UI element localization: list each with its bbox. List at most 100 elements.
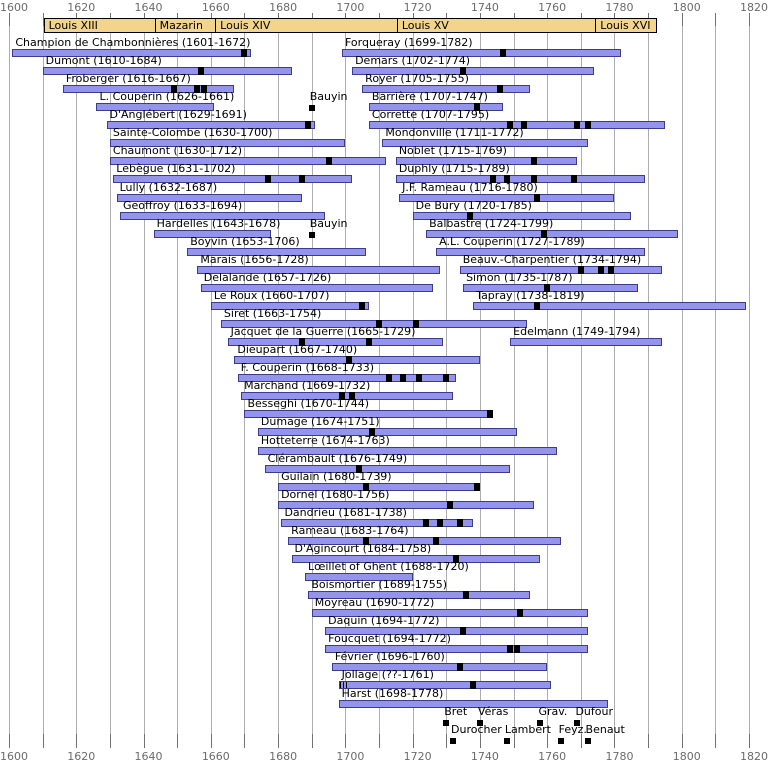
lifespan-bar bbox=[368, 121, 665, 130]
composer-label: Marchand (1669-1732) bbox=[244, 379, 371, 393]
annotation-label: Véras bbox=[477, 704, 509, 718]
publication-marker bbox=[513, 645, 520, 654]
composer-label: Lœillet of Ghent (1688-1720) bbox=[308, 560, 469, 574]
year-gridline bbox=[9, 14, 10, 748]
publication-marker bbox=[413, 320, 419, 329]
publication-marker bbox=[345, 356, 352, 365]
publication-marker bbox=[241, 49, 248, 57]
composer-label: Geoffroy (1633-1694) bbox=[123, 198, 243, 212]
publication-marker bbox=[507, 121, 514, 130]
lifespan-bar bbox=[153, 229, 272, 238]
composer-label: Dumage (1674-1751) bbox=[260, 415, 380, 429]
reign-label: Louis XIII bbox=[48, 19, 98, 32]
axis-tick-bottom bbox=[109, 734, 111, 748]
axis-year-label-top: 1800 bbox=[672, 1, 701, 14]
lifespan-bar bbox=[62, 85, 235, 94]
lifespan-bar bbox=[197, 265, 440, 274]
lifespan-bar bbox=[257, 428, 517, 437]
year-gridline bbox=[749, 14, 750, 748]
composer-label: D'Anglébert (1629-1691) bbox=[109, 108, 247, 122]
axis-year-label-top: 1820 bbox=[740, 1, 768, 14]
lifespan-bar bbox=[510, 338, 662, 347]
uncertain-start-hatch bbox=[339, 682, 347, 689]
publication-marker bbox=[571, 175, 578, 184]
lifespan-bar bbox=[109, 157, 386, 166]
annotation-marker bbox=[443, 719, 450, 726]
lifespan-bar bbox=[426, 229, 679, 238]
lifespan-bar bbox=[278, 500, 534, 509]
annotation-marker bbox=[503, 737, 510, 744]
composer-label: A.L. Couperin (1727-1789) bbox=[439, 234, 585, 248]
publication-marker bbox=[530, 175, 537, 184]
axis-tick-bottom bbox=[345, 734, 347, 748]
publication-marker bbox=[359, 301, 366, 310]
publication-marker bbox=[534, 193, 541, 202]
publication-marker bbox=[443, 374, 450, 383]
composer-label: L. Couperin (1626-1661) bbox=[99, 90, 235, 104]
axis-year-label-bottom: 1600 bbox=[0, 750, 28, 763]
axis-year-label-bottom: 1780 bbox=[605, 750, 634, 763]
composer-label: Forqueray (1699-1782) bbox=[345, 36, 473, 49]
axis-tick-top bbox=[681, 13, 683, 26]
year-gridline bbox=[547, 14, 549, 748]
lifespan-bar bbox=[395, 175, 645, 184]
publication-marker bbox=[487, 410, 493, 419]
publication-marker bbox=[520, 121, 527, 130]
annotation-label: Bauyin bbox=[309, 216, 348, 230]
composer-label: Jollage (??-1761) bbox=[341, 668, 434, 682]
lifespan-bar bbox=[210, 301, 369, 310]
axis-year-label-bottom: 1660 bbox=[201, 750, 230, 763]
composer-label: Dornel (1680-1756) bbox=[281, 487, 390, 501]
publication-marker bbox=[423, 518, 430, 527]
composer-label: Harst (1698-1778) bbox=[341, 686, 444, 700]
publication-marker bbox=[298, 175, 305, 184]
publication-marker bbox=[399, 374, 406, 383]
publication-marker bbox=[608, 265, 615, 274]
publication-marker bbox=[473, 482, 480, 491]
composer-label: Boismortier (1689-1755) bbox=[311, 578, 448, 592]
axis-year-label-top: 1660 bbox=[201, 1, 230, 14]
publication-marker bbox=[446, 500, 453, 509]
axis-tick-bottom bbox=[547, 734, 549, 748]
publication-marker bbox=[503, 175, 510, 184]
year-gridline bbox=[614, 14, 616, 748]
year-gridline bbox=[681, 14, 683, 748]
publication-marker bbox=[577, 265, 584, 274]
publication-marker bbox=[544, 283, 551, 292]
composer-label: Besseghi (1670-1744) bbox=[247, 397, 370, 411]
annotation-marker bbox=[557, 737, 564, 744]
publication-marker bbox=[339, 392, 345, 401]
annotation-marker bbox=[584, 737, 591, 744]
lifespan-bar bbox=[463, 283, 638, 292]
lifespan-bar bbox=[288, 536, 561, 545]
composer-label: Dandrieu (1681-1738) bbox=[284, 505, 407, 519]
publication-marker bbox=[534, 301, 541, 310]
lifespan-bar bbox=[291, 554, 541, 563]
year-gridline bbox=[76, 14, 78, 748]
axis-tick-bottom bbox=[379, 734, 380, 748]
axis-year-label-bottom: 1620 bbox=[67, 750, 96, 763]
axis-year-label-top: 1600 bbox=[0, 1, 28, 14]
lifespan-bar bbox=[96, 103, 215, 112]
axis-year-label-bottom: 1820 bbox=[740, 750, 768, 763]
year-gridline bbox=[109, 14, 111, 748]
lifespan-bar bbox=[342, 49, 622, 57]
lifespan-bar bbox=[395, 157, 578, 166]
publication-marker bbox=[490, 175, 497, 184]
lifespan-bar bbox=[338, 681, 551, 690]
axis-year-label-top: 1740 bbox=[470, 1, 499, 14]
composer-label: Guilain (1680-1739) bbox=[281, 469, 392, 483]
axis-tick-bottom bbox=[715, 734, 717, 748]
publication-marker bbox=[325, 157, 332, 166]
composer-label: Delalande (1657-1726) bbox=[203, 270, 332, 284]
reign-bar: Louis XIII bbox=[43, 18, 156, 33]
axis-tick-top bbox=[715, 13, 717, 26]
reign-label: Louis XIV bbox=[220, 19, 271, 32]
axis-tick-bottom bbox=[681, 734, 683, 748]
axis-year-label-top: 1720 bbox=[403, 1, 432, 14]
axis-tick-bottom bbox=[749, 734, 750, 748]
composer-label: Barrière (1707-1747) bbox=[371, 90, 488, 104]
axis-year-label-bottom: 1640 bbox=[134, 750, 163, 763]
publication-marker bbox=[460, 67, 467, 76]
